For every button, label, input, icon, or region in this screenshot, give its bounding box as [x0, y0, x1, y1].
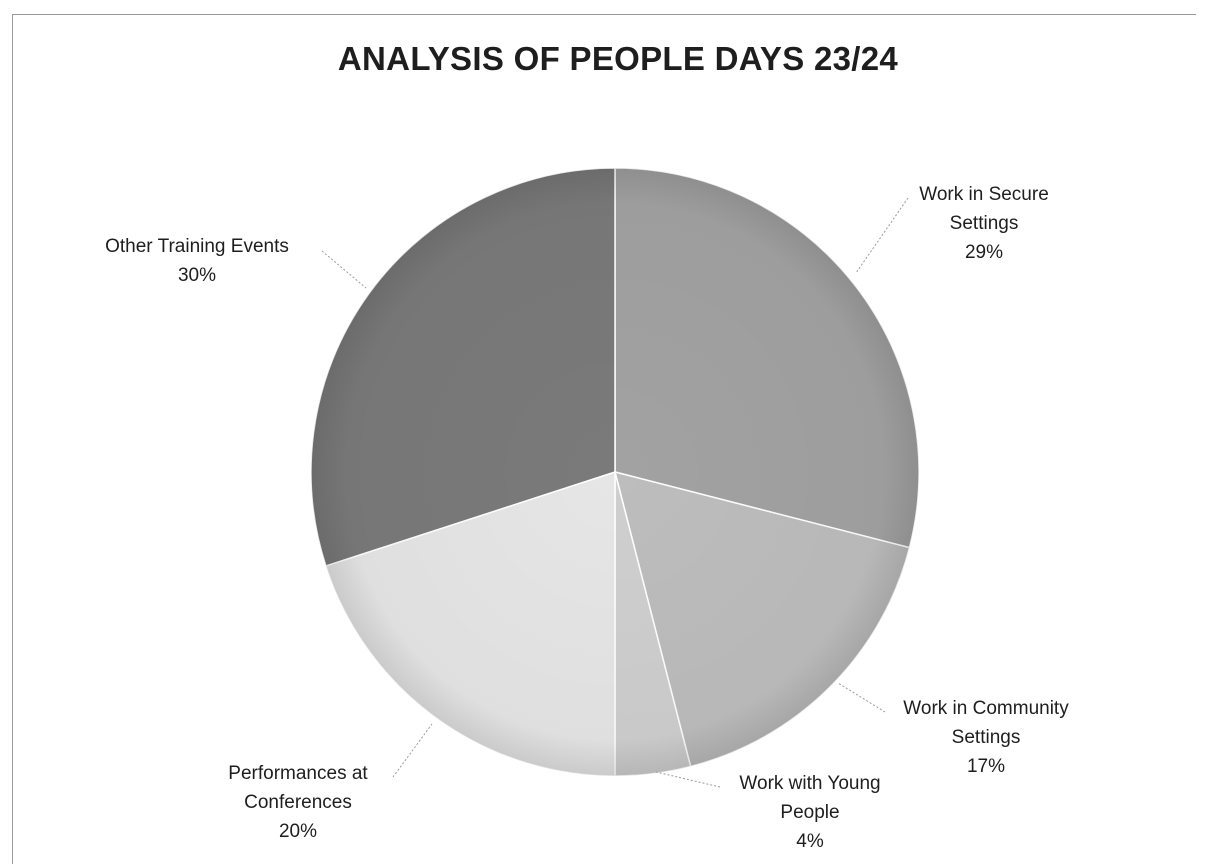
slice-percent-label: 20%	[279, 821, 317, 842]
slice-name-label: Work in Community	[903, 698, 1069, 719]
slice-label: Work in Community Settings 17%	[903, 698, 1069, 777]
slice-percent-label: 4%	[796, 831, 824, 852]
slice-name-label: Work in Secure	[919, 184, 1049, 205]
leader-line	[392, 723, 433, 778]
pie-slices	[310, 167, 920, 777]
leader-line	[655, 771, 721, 788]
slice-label: Performances at Conferences 20%	[228, 763, 368, 842]
slice-percent-label: 30%	[178, 265, 216, 286]
data-labels: Work in Secure Settings 29% Work in Communi…	[105, 184, 1069, 852]
chart-frame	[12, 14, 1196, 864]
slice-percent-label: 29%	[965, 242, 1003, 263]
slice-label: Other Training Events 30%	[105, 236, 289, 286]
slice-label: Work with Young People 4%	[739, 773, 880, 852]
slice-name-label: Conferences	[244, 792, 352, 813]
leader-lines	[321, 197, 909, 788]
slice-name-label: People	[780, 802, 839, 823]
leader-line	[855, 197, 909, 274]
slice-name-label: Work with Young	[739, 773, 880, 794]
leader-line	[837, 682, 886, 713]
slice-name-label: Settings	[952, 727, 1021, 748]
leader-line	[321, 250, 367, 289]
slice-percent-label: 17%	[967, 756, 1005, 777]
slice-name-label: Performances at	[228, 763, 368, 784]
slice-name-label: Settings	[950, 213, 1019, 234]
slice-name-label: Other Training Events	[105, 236, 289, 257]
slice-label: Work in Secure Settings 29%	[919, 184, 1049, 263]
chart-title: ANALYSIS OF PEOPLE DAYS 23/24	[337, 40, 899, 77]
